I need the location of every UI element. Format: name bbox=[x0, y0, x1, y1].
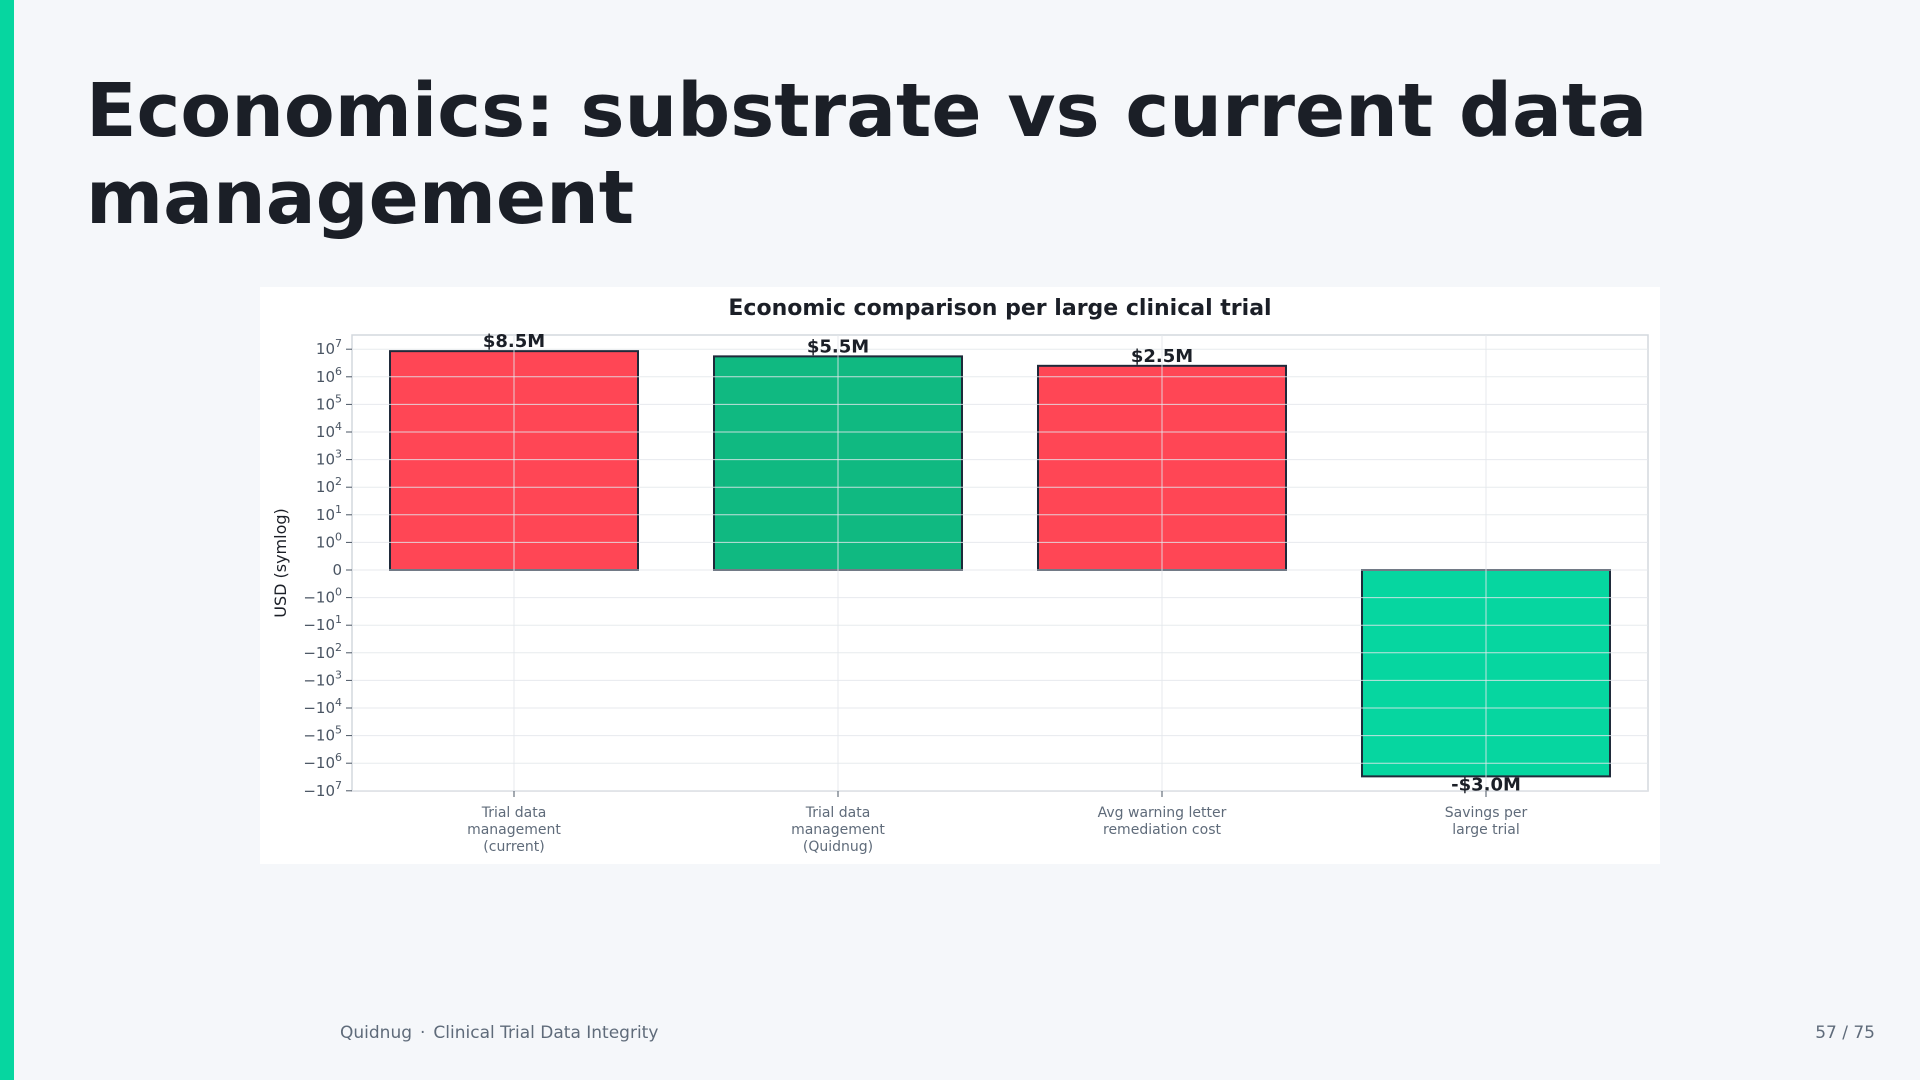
y-tick-label: 104 bbox=[316, 420, 342, 441]
x-tick-label: Trial data management (Quidnug) bbox=[791, 805, 885, 855]
y-tick-label: 106 bbox=[316, 365, 342, 386]
chart-card: Economic comparison per large clinical t… bbox=[260, 287, 1660, 864]
accent-bar bbox=[0, 0, 14, 1080]
x-tick-label: Trial data management (current) bbox=[467, 805, 561, 855]
y-tick-label: −100 bbox=[303, 586, 342, 607]
y-tick-label: −102 bbox=[303, 641, 342, 662]
footer-separator: · bbox=[420, 1023, 426, 1043]
y-tick-label: 103 bbox=[316, 448, 342, 469]
y-tick-label: 0 bbox=[332, 561, 342, 579]
y-tick-label: −107 bbox=[303, 779, 342, 800]
footer-left: Quidnug · Clinical Trial Data Integrity bbox=[340, 1023, 658, 1043]
page-number: 57 / 75 bbox=[1815, 1023, 1875, 1043]
y-axis-label: USD (symlog) bbox=[271, 508, 290, 618]
footer-subtitle: Clinical Trial Data Integrity bbox=[433, 1023, 659, 1043]
y-tick-label: 101 bbox=[316, 503, 342, 524]
value-label: -$3.0M bbox=[1451, 774, 1521, 795]
slide-title: Economics: substrate vs current data man… bbox=[86, 68, 1648, 241]
chart-title: Economic comparison per large clinical t… bbox=[728, 296, 1271, 321]
chart-svg: Economic comparison per large clinical t… bbox=[271, 296, 1649, 855]
y-tick-label: −101 bbox=[303, 613, 342, 634]
value-label: $2.5M bbox=[1131, 346, 1193, 367]
y-tick-label: −105 bbox=[303, 724, 342, 745]
value-label: $8.5M bbox=[483, 331, 545, 352]
x-tick-label: Avg warning letter remediation cost bbox=[1098, 805, 1227, 838]
value-label: $5.5M bbox=[807, 336, 869, 357]
y-tick-label: 105 bbox=[316, 392, 342, 413]
footer-brand: Quidnug bbox=[340, 1023, 413, 1043]
y-tick-label: −104 bbox=[303, 696, 342, 717]
y-tick-label: 107 bbox=[316, 337, 342, 358]
x-tick-label: Savings per large trial bbox=[1445, 805, 1528, 838]
y-tick-label: 102 bbox=[316, 475, 342, 496]
y-tick-label: −103 bbox=[303, 668, 342, 689]
y-tick-label: 100 bbox=[316, 530, 342, 551]
y-tick-label: −106 bbox=[303, 751, 342, 772]
